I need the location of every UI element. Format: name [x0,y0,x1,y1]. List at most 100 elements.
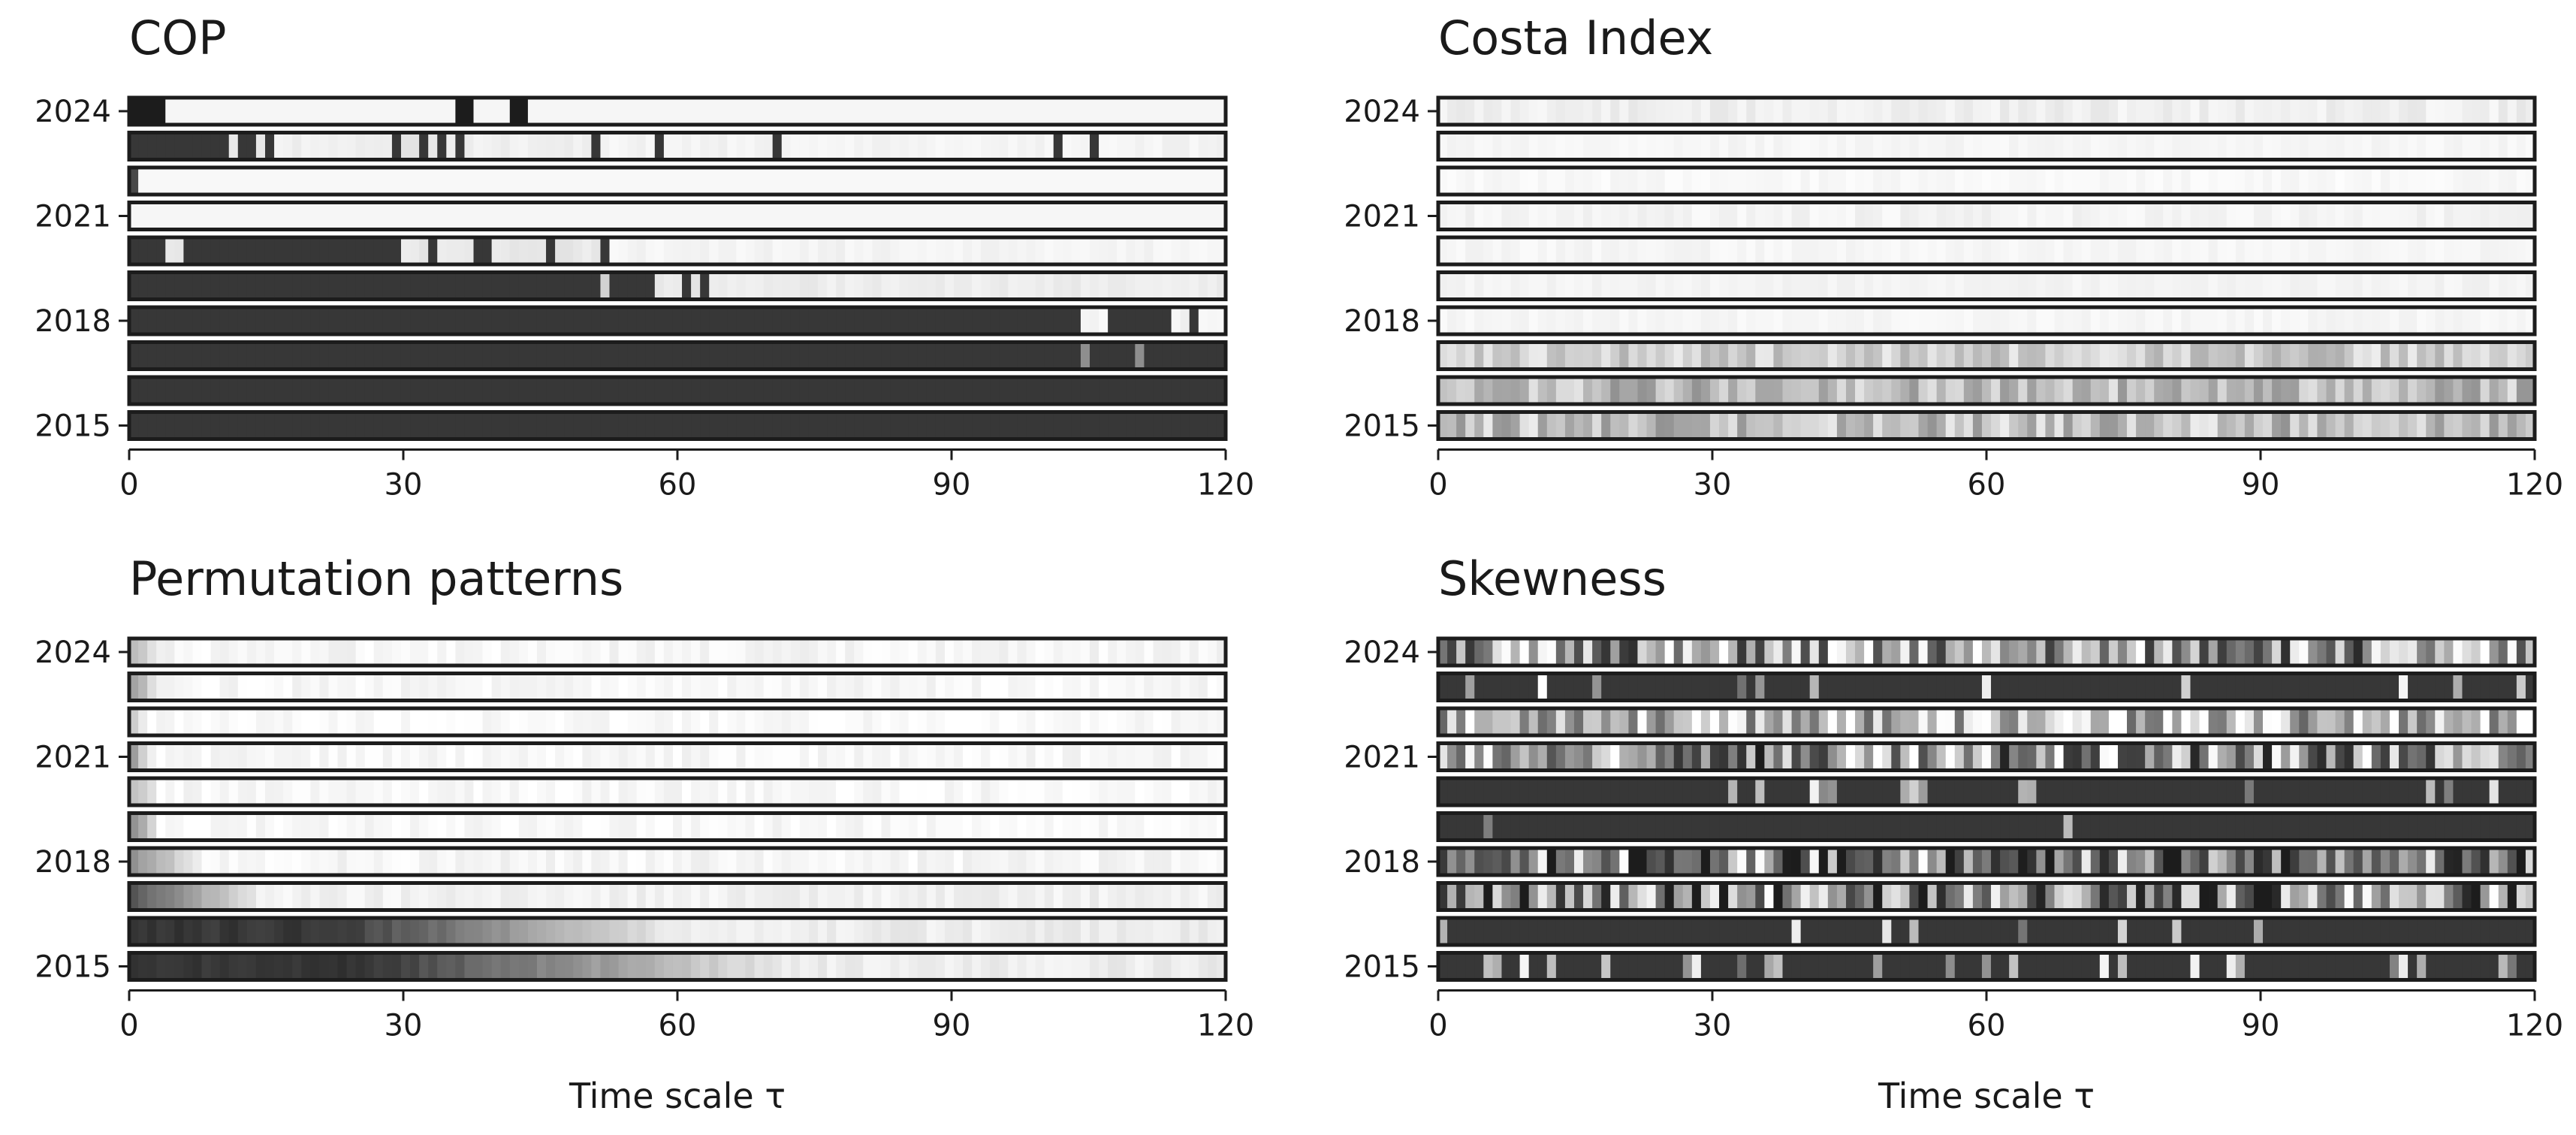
heatmap-cell [1864,743,1874,771]
heatmap-cell [709,98,719,125]
heatmap-cell [174,412,184,439]
heatmap-cell [1991,778,2001,805]
heatmap-cell [2217,272,2228,300]
heatmap-cell [1546,168,1557,195]
heatmap-cell [890,918,900,945]
heatmap-cell [935,202,946,230]
heatmap-cell [1610,98,1620,125]
heatmap-row-2015 [1436,410,2537,441]
heatmap-cell [2462,708,2472,735]
heatmap-cell [2172,918,2182,945]
heatmap-cell [1991,342,2001,370]
heatmap-cell [1700,883,1711,910]
heatmap-cell [2145,168,2155,195]
heatmap-cell [672,638,683,666]
heatmap-cell [2136,883,2146,910]
heatmap-cell [944,412,955,439]
heatmap-cell [2344,743,2354,771]
heatmap-cell [2127,883,2137,910]
heatmap-cell [999,377,1009,404]
heatmap-cell [2317,813,2327,841]
heatmap-cell [1764,848,1775,875]
heatmap-cell [337,673,348,701]
heatmap-cell [2444,168,2454,195]
heatmap-cell [645,377,656,404]
heatmap-cell [2054,813,2065,841]
heatmap-cell [2507,168,2517,195]
heatmap-cell [2281,307,2291,334]
heatmap-cell [2081,708,2092,735]
heatmap-cell [1062,743,1072,771]
heatmap-cell [691,168,701,195]
heatmap-cell [1528,412,1539,439]
heatmap-cell [1456,848,1466,875]
heatmap-cell [174,342,184,370]
heatmap-cell [274,412,284,439]
heatmap-cell [2108,307,2119,334]
heatmap-cell [1646,237,1657,264]
heatmap-cell [165,237,175,264]
heatmap-cell [355,342,366,370]
heatmap-cell [781,132,792,160]
heatmap-cell [2444,813,2454,841]
heatmap-cell [1991,673,2001,701]
heatmap-cell [963,638,973,666]
heatmap-cell [2399,883,2409,910]
heatmap-cell [2399,377,2409,404]
heatmap-cell [573,918,583,945]
heatmap-cell [2507,708,2517,735]
heatmap-cell [1510,132,1521,160]
heatmap-cell [2480,673,2490,701]
heatmap-cell [1981,272,1992,300]
heatmap-cell [1537,848,1548,875]
heatmap-cell [908,307,918,334]
heatmap-cell [2453,307,2463,334]
heatmap-cell [1945,202,1956,230]
heatmap-cell [972,272,982,300]
heatmap-cell [2272,848,2282,875]
x-axis: 0 30 60 90 120 [119,448,1254,503]
heatmap-cell [2353,98,2363,125]
heatmap-cell [1637,412,1648,439]
heatmap-cell [781,743,792,771]
heatmap-row-2023 [1436,672,2537,702]
heatmap-cell [1080,168,1090,195]
heatmap-cell [917,638,928,666]
heatmap-cell [1845,202,1856,230]
heatmap-cell [2136,918,2146,945]
x-axis-label: Time scale τ [569,1076,786,1116]
heatmap-cell [645,952,656,980]
heatmap-cell [446,778,456,805]
heatmap-cell [808,848,819,875]
heatmap-cell [319,883,330,910]
heatmap-cell [654,918,665,945]
heatmap-cell [500,307,511,334]
heatmap-cell [2371,813,2381,841]
heatmap-cell [1510,202,1521,230]
heatmap-cell [1864,412,1874,439]
heatmap-cell [1601,743,1611,771]
heatmap-cell [1954,132,1965,160]
heatmap-cell [1991,132,2001,160]
heatmap-cell [274,883,284,910]
heatmap-cell [1447,307,1457,334]
heatmap-cell [2498,307,2508,334]
heatmap-cell [410,778,420,805]
heatmap-cell [174,918,184,945]
heatmap-cell [935,342,946,370]
heatmap-cell [292,272,302,300]
heatmap-cell [2498,708,2508,735]
heatmap-cell [2027,412,2037,439]
heatmap-cell [410,98,420,125]
heatmap-cell [391,848,402,875]
heatmap-cell [1108,848,1118,875]
heatmap-cell [1162,377,1172,404]
heatmap-cell [2489,342,2499,370]
heatmap-cell [672,778,683,805]
heatmap-cell [147,412,157,439]
heatmap-cell [2435,377,2445,404]
heatmap-cell [219,883,230,910]
heatmap-cell [1691,743,1702,771]
heatmap-cell [346,638,357,666]
heatmap-cell [246,778,257,805]
